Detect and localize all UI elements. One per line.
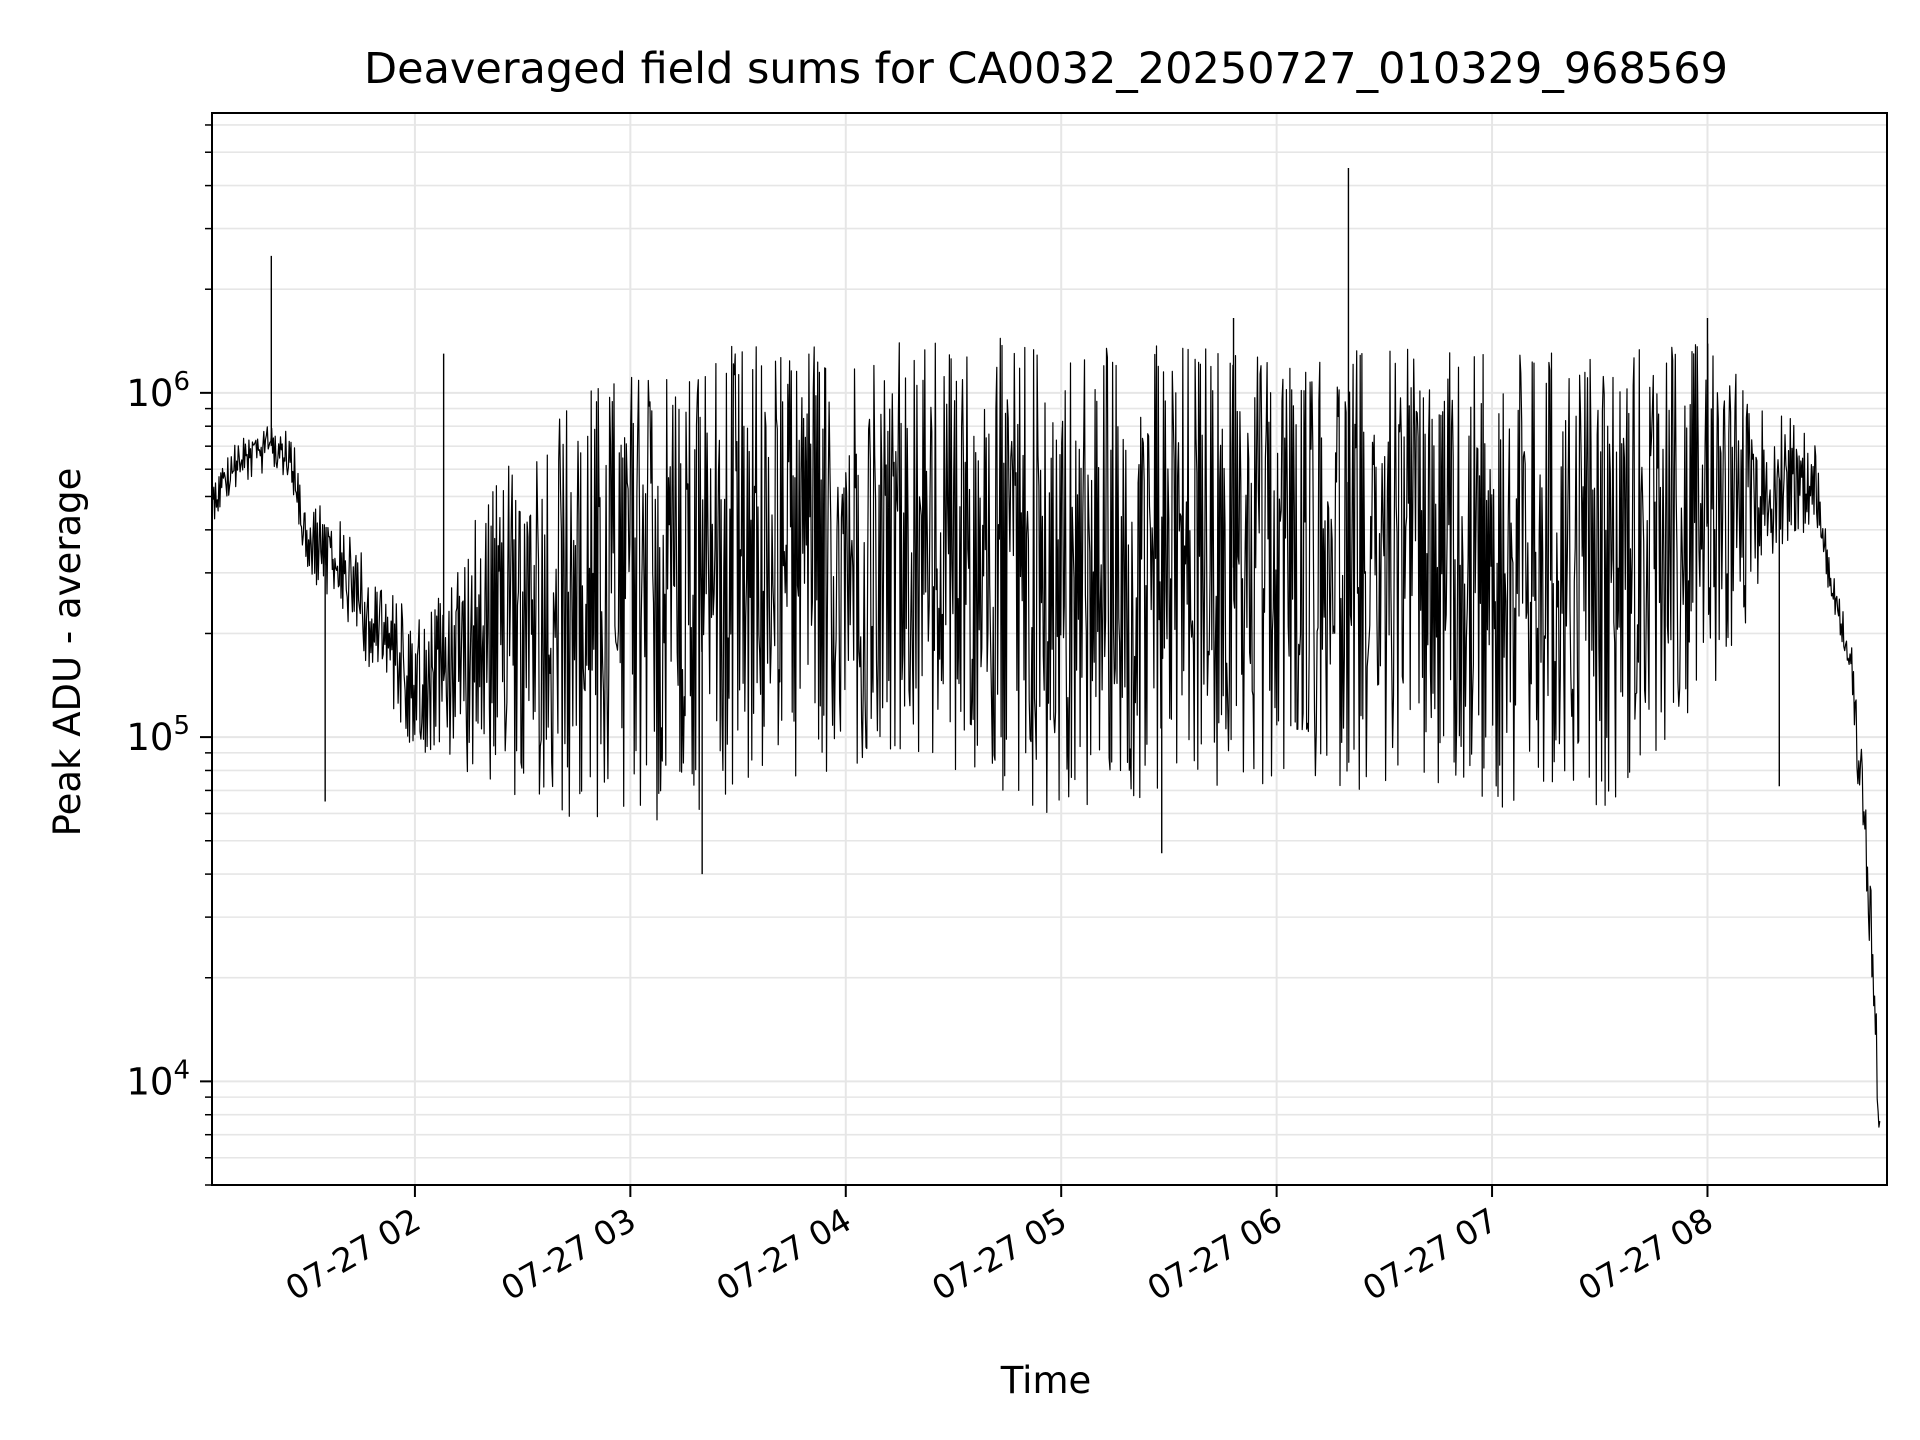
- plot-frame: [211, 112, 1888, 1186]
- y-tick-label: 106: [126, 367, 190, 415]
- data-series: [211, 167, 1881, 1128]
- x-axis-label: Time: [1000, 1359, 1092, 1402]
- y-tick-label: 104: [126, 1055, 190, 1103]
- chart-title: Deaveraged field sums for CA0032_2025072…: [364, 44, 1728, 94]
- y-axis-label: Peak ADU - average: [46, 468, 89, 837]
- y-axis-ticks: 104 105 106: [126, 124, 212, 1186]
- y-tick-label: 105: [126, 711, 190, 759]
- series-line: [211, 337, 1881, 1128]
